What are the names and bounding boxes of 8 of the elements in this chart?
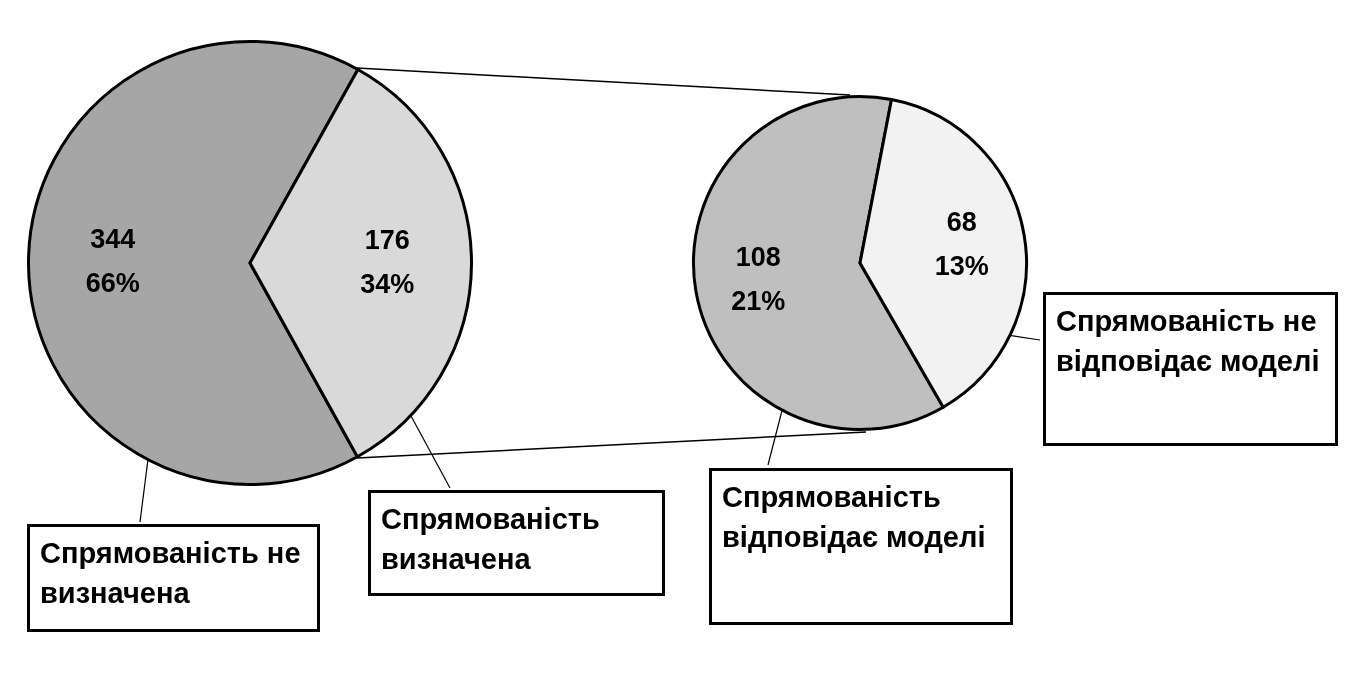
data-label: 68 13% <box>934 207 989 282</box>
data-label: 176 34% <box>360 224 415 299</box>
slice-label: Спрямованість не визначена <box>27 524 320 632</box>
slice-label: Спрямованість відповідає моделі <box>709 468 1013 625</box>
data-label: 108 21% <box>731 241 786 316</box>
slice-label: Спрямованість визначена <box>368 490 665 596</box>
data-label: 344 66% <box>85 224 140 299</box>
slice-label: Спрямованість не відповідає моделі <box>1043 292 1338 446</box>
